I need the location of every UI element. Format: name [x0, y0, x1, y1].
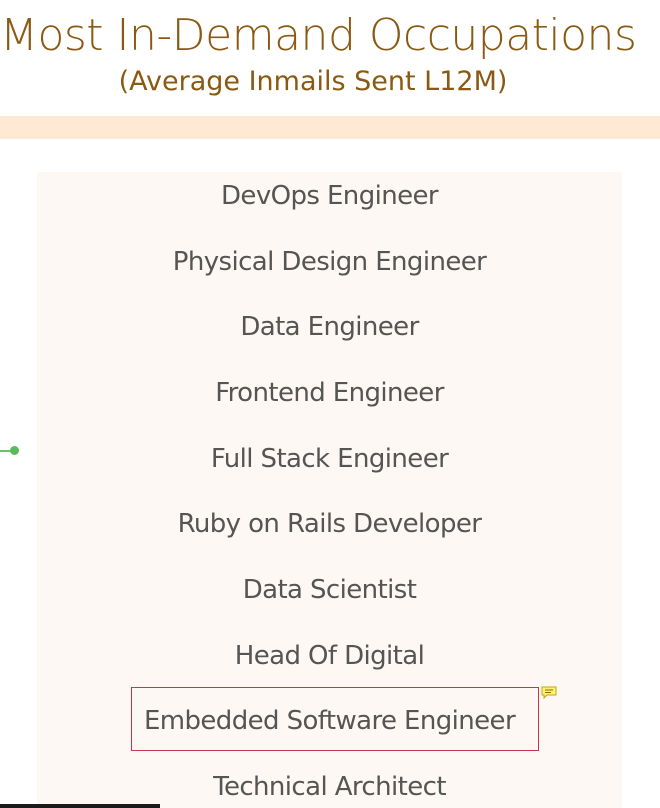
occupation-item-physical-design-engineer: Physical Design Engineer	[172, 247, 487, 277]
occupation-list-panel	[37, 172, 622, 808]
comment-icon[interactable]	[541, 686, 557, 700]
occupation-item-head-of-digital: Head Of Digital	[234, 641, 425, 671]
bottom-edge-bar	[0, 804, 160, 808]
occupation-item-devops-engineer: DevOps Engineer	[221, 181, 439, 211]
header-divider-band	[0, 116, 660, 139]
occupation-item-frontend-engineer: Frontend Engineer	[215, 378, 444, 408]
connector-handle-icon[interactable]	[10, 446, 19, 455]
slide-title: Most In-Demand Occupations	[0, 10, 637, 61]
connector-line	[0, 450, 12, 452]
slide-subtitle: (Average Inmails Sent L12M)	[118, 66, 508, 97]
occupation-item-data-engineer: Data Engineer	[240, 312, 419, 342]
occupation-item-ruby-on-rails-developer: Ruby on Rails Developer	[177, 509, 482, 539]
occupation-item-technical-architect: Technical Architect	[213, 772, 446, 802]
selection-highlight-box[interactable]	[131, 687, 539, 751]
occupation-item-embedded-software-engineer[interactable]: Embedded Software Engineer	[143, 706, 516, 736]
occupation-item-full-stack-engineer: Full Stack Engineer	[210, 444, 449, 474]
occupation-item-data-scientist: Data Scientist	[242, 575, 417, 605]
